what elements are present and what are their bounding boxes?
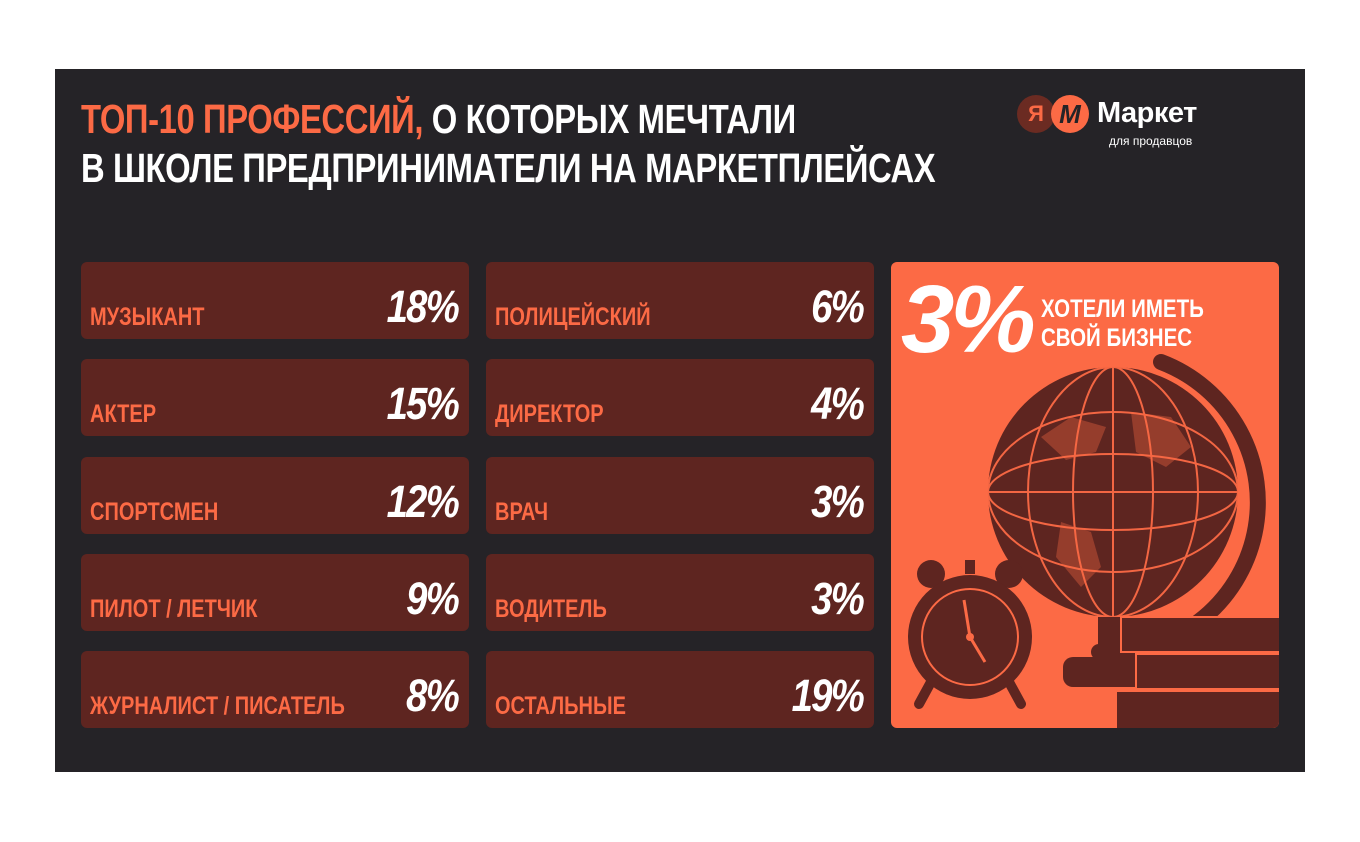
profession-label: ВРАЧ [495,498,548,526]
profession-card-9: ВОДИТЕЛЬ 3% [486,554,874,631]
profession-card-7: ДИРЕКТОР 4% [486,359,874,436]
profession-card-2: АКТЕР 15% [81,359,469,436]
business-promo-card: 3% ХОТЕЛИ ИМЕТЬ СВОЙ БИЗНЕС [891,262,1279,728]
profession-percent: 3% [811,476,865,527]
title-line1-rest: О КОТОРЫХ МЕЧТАЛИ [423,96,796,142]
promo-percent: 3% [901,266,1036,373]
profession-label: ДИРЕКТОР [495,400,604,428]
profession-card-1: МУЗЫКАНТ 18% [81,262,469,339]
logo-brand: Маркет [1097,97,1197,129]
ya-badge-icon: Я [1017,95,1055,133]
alarm-clock-icon [908,560,1032,709]
profession-percent: 8% [406,670,460,721]
profession-label: ЖУРНАЛИСТ / ПИСАТЕЛЬ [90,692,345,720]
profession-percent: 6% [811,281,865,332]
profession-card-6: ПОЛИЦЕЙСКИЙ 6% [486,262,874,339]
logo-subtitle: для продавцов [1109,134,1193,148]
profession-percent: 19% [791,670,865,721]
promo-caption-line1: ХОТЕЛИ ИМЕТЬ [1041,295,1204,323]
profession-percent: 18% [386,281,460,332]
promo-caption: ХОТЕЛИ ИМЕТЬ СВОЙ БИЗНЕС [1041,295,1204,353]
profession-card-5: ЖУРНАЛИСТ / ПИСАТЕЛЬ 8% [81,651,469,728]
profession-percent: 9% [406,573,460,624]
profession-card-10: ОСТАЛЬНЫЕ 19% [486,651,874,728]
profession-percent: 4% [811,378,865,429]
profession-label: АКТЕР [90,400,157,428]
title-accent: ТОП-10 ПРОФЕССИЙ, [81,96,424,142]
profession-label: МУЗЫКАНТ [90,303,205,331]
profession-percent: 15% [386,378,460,429]
title-line2: В ШКОЛЕ ПРЕДПРИНИМАТЕЛИ НА МАРКЕТПЛЕЙСАХ [81,145,936,191]
books-icon [1115,616,1279,728]
page-title: ТОП-10 ПРОФЕССИЙ, О КОТОРЫХ МЕЧТАЛИ В ШК… [81,95,936,193]
yandex-market-logo: Я М Маркет для продавцов [1017,93,1287,153]
profession-percent: 3% [811,573,865,624]
profession-label: ПОЛИЦЕЙСКИЙ [495,303,651,331]
infographic-panel: ТОП-10 ПРОФЕССИЙ, О КОТОРЫХ МЕЧТАЛИ В ШК… [55,69,1305,772]
globe-icon [987,354,1266,687]
profession-label: ОСТАЛЬНЫЕ [495,692,626,720]
profession-label: СПОРТСМЕН [90,498,219,526]
profession-percent: 12% [386,476,460,527]
profession-card-4: ПИЛОТ / ЛЕТЧИК 9% [81,554,469,631]
profession-card-3: СПОРТСМЕН 12% [81,457,469,534]
market-badge-icon: М [1051,95,1089,133]
profession-label: ВОДИТЕЛЬ [495,595,607,623]
profession-label: ПИЛОТ / ЛЕТЧИК [90,595,258,623]
promo-caption-line2: СВОЙ БИЗНЕС [1041,324,1193,352]
profession-card-8: ВРАЧ 3% [486,457,874,534]
school-illustration [908,354,1279,728]
